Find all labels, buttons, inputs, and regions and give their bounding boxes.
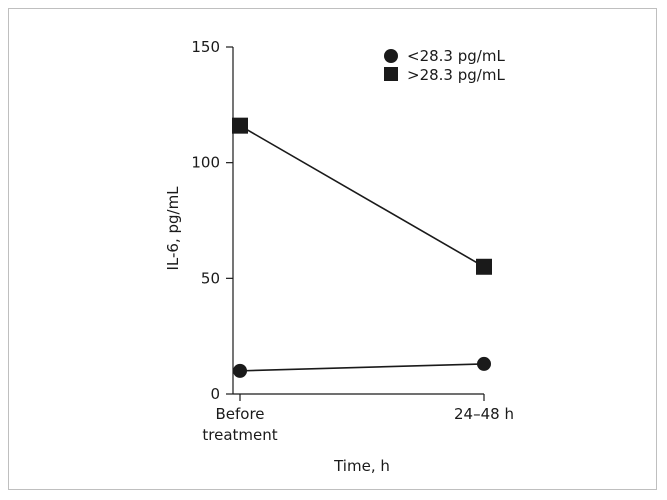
y-tick-label: 100	[191, 154, 220, 172]
x-tick-label: treatment	[202, 426, 277, 444]
y-ticks-group: 0 50 100 150	[191, 38, 233, 403]
series-line	[239, 124, 485, 268]
data-point-circle	[477, 356, 491, 371]
legend-circle-marker	[384, 49, 398, 63]
data-point-circle	[233, 363, 247, 378]
legend: <28.3 pg/mL >28.3 pg/mL	[384, 47, 505, 84]
axes-group	[232, 47, 484, 395]
legend-label-below-28-3: <28.3 pg/mL	[407, 47, 505, 65]
x-ticks-group: Before treatment 24–48 h	[202, 394, 514, 444]
series-line	[239, 363, 485, 372]
y-tick-label: 50	[201, 269, 220, 287]
x-axis-title: Time, h	[333, 457, 390, 475]
legend-square-marker	[384, 67, 398, 81]
x-tick-label: 24–48 h	[454, 405, 514, 423]
chart-frame	[8, 8, 657, 490]
y-tick-label: 150	[191, 38, 220, 56]
y-axis-title: IL-6, pg/mL	[164, 186, 182, 271]
legend-label-above-28-3: >28.3 pg/mL	[407, 66, 505, 84]
y-tick-label: 0	[210, 385, 220, 403]
x-tick-label: Before	[215, 405, 264, 423]
data-point-square	[232, 117, 248, 134]
data-point-square	[476, 258, 492, 275]
series-lines-group	[239, 124, 485, 372]
series-markers-group	[232, 117, 492, 378]
